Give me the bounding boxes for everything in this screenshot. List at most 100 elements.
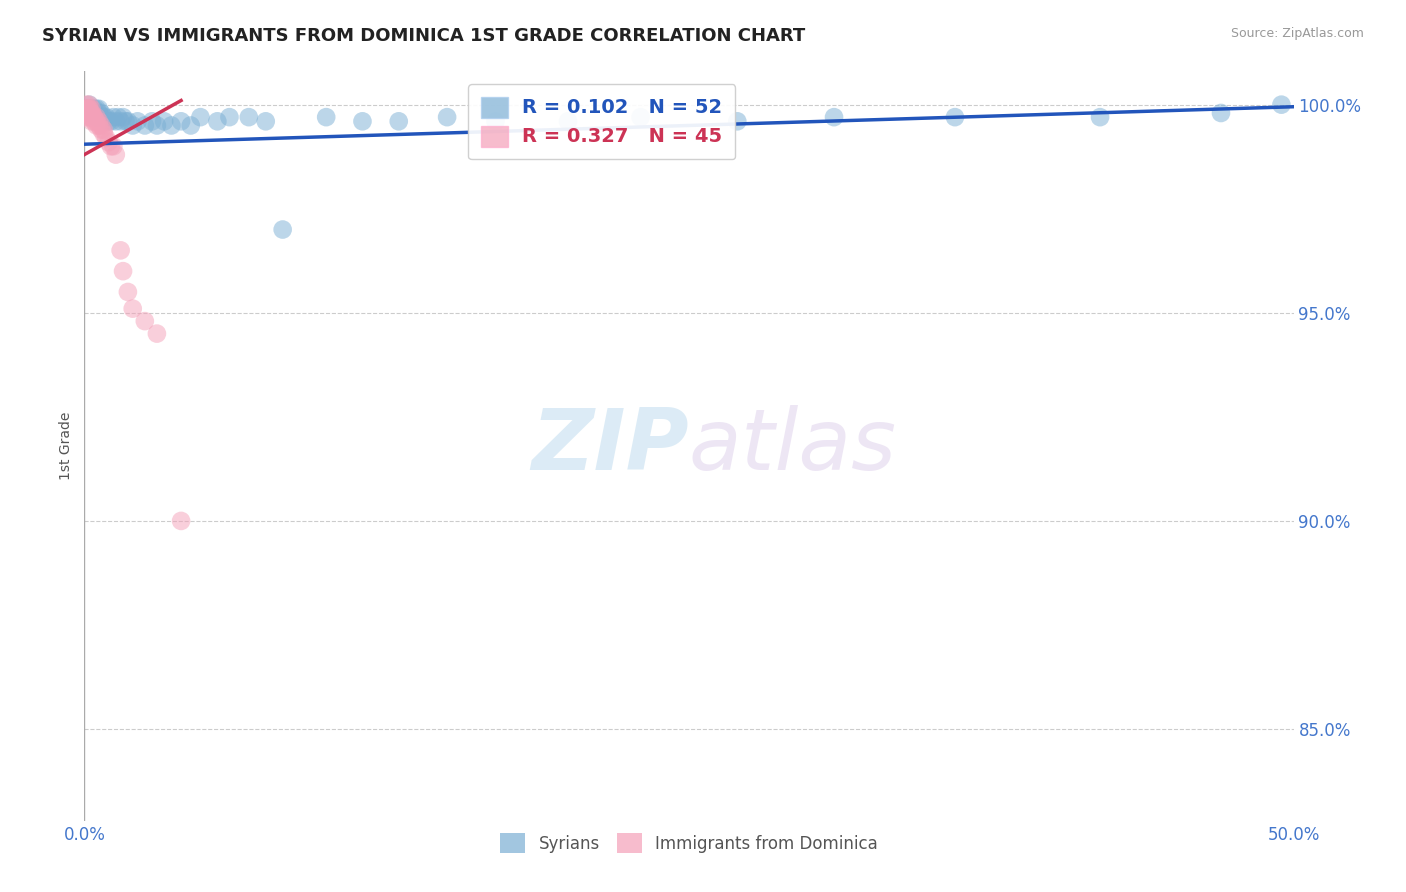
Point (134, 119, 156, 133)
Point (103, 139, 125, 153)
Text: atlas: atlas (689, 404, 897, 488)
Point (121, 301, 143, 316)
Point (87, 119, 110, 133)
Text: SYRIAN VS IMMIGRANTS FROM DOMINICA 1ST GRADE CORRELATION CHART: SYRIAN VS IMMIGRANTS FROM DOMINICA 1ST G… (42, 27, 806, 45)
Legend: Syrians, Immigrants from Dominica: Syrians, Immigrants from Dominica (492, 825, 886, 861)
Point (100, 139, 122, 153)
Point (352, 114, 374, 128)
Point (76, 106, 98, 120)
Point (170, 114, 193, 128)
Point (80, 106, 103, 120)
Point (76, 102, 98, 116)
Point (117, 285, 139, 299)
Point (77, 97, 100, 112)
Point (100, 114, 122, 128)
Point (86, 110, 108, 124)
Point (110, 244, 132, 258)
Point (436, 110, 458, 124)
Point (76, 110, 98, 124)
Point (90, 106, 112, 120)
Point (218, 110, 240, 124)
Point (76, 102, 98, 116)
Point (1270, 97, 1292, 112)
Point (86, 119, 108, 133)
Point (87, 102, 110, 116)
Point (103, 110, 125, 124)
Point (77, 106, 100, 120)
Point (77, 110, 100, 124)
Point (90, 119, 112, 133)
Text: Source: ZipAtlas.com: Source: ZipAtlas.com (1230, 27, 1364, 40)
Point (76, 106, 98, 120)
Point (557, 114, 579, 128)
Point (104, 147, 127, 161)
Point (90, 122, 112, 136)
Point (77, 102, 100, 116)
Point (93, 127, 115, 141)
Point (388, 114, 411, 128)
Point (80, 110, 103, 124)
Point (77, 106, 100, 120)
Point (93, 122, 115, 136)
Point (943, 110, 966, 124)
Point (1088, 110, 1111, 124)
Point (127, 114, 149, 128)
Point (83, 114, 105, 128)
Point (87, 106, 110, 120)
Point (112, 110, 135, 124)
Point (83, 106, 105, 120)
Point (97, 114, 120, 128)
Point (80, 102, 103, 116)
Point (484, 114, 506, 128)
Point (146, 326, 169, 341)
Point (180, 119, 202, 133)
Point (823, 110, 845, 124)
Point (76, 97, 98, 112)
Y-axis label: 1st Grade: 1st Grade (59, 412, 73, 480)
Point (121, 119, 143, 133)
Point (93, 110, 115, 124)
Point (134, 314, 156, 328)
Point (1209, 106, 1232, 120)
Point (271, 222, 294, 236)
Point (153, 114, 176, 128)
Point (83, 110, 105, 124)
Point (190, 110, 212, 124)
Point (117, 114, 139, 128)
Point (146, 119, 169, 133)
Point (630, 110, 652, 124)
Point (238, 110, 260, 124)
Point (94, 110, 117, 124)
Point (725, 114, 748, 128)
Point (170, 514, 193, 528)
Point (86, 110, 108, 124)
Point (76, 106, 98, 120)
Point (80, 110, 103, 124)
Point (97, 135, 120, 149)
Point (83, 102, 105, 116)
Point (107, 110, 129, 124)
Point (83, 110, 105, 124)
Point (141, 114, 163, 128)
Point (80, 106, 103, 120)
Point (104, 114, 127, 128)
Point (112, 264, 135, 278)
Point (94, 131, 117, 145)
Point (77, 97, 100, 112)
Point (315, 110, 337, 124)
Point (86, 102, 108, 116)
Text: ZIP: ZIP (531, 404, 689, 488)
Point (86, 114, 108, 128)
Point (114, 114, 136, 128)
Point (254, 114, 277, 128)
Point (80, 106, 103, 120)
Point (80, 102, 103, 116)
Point (160, 119, 183, 133)
Point (80, 114, 103, 128)
Point (76, 102, 98, 116)
Point (77, 102, 100, 116)
Point (77, 106, 100, 120)
Point (207, 114, 229, 128)
Point (110, 114, 132, 128)
Point (90, 110, 112, 124)
